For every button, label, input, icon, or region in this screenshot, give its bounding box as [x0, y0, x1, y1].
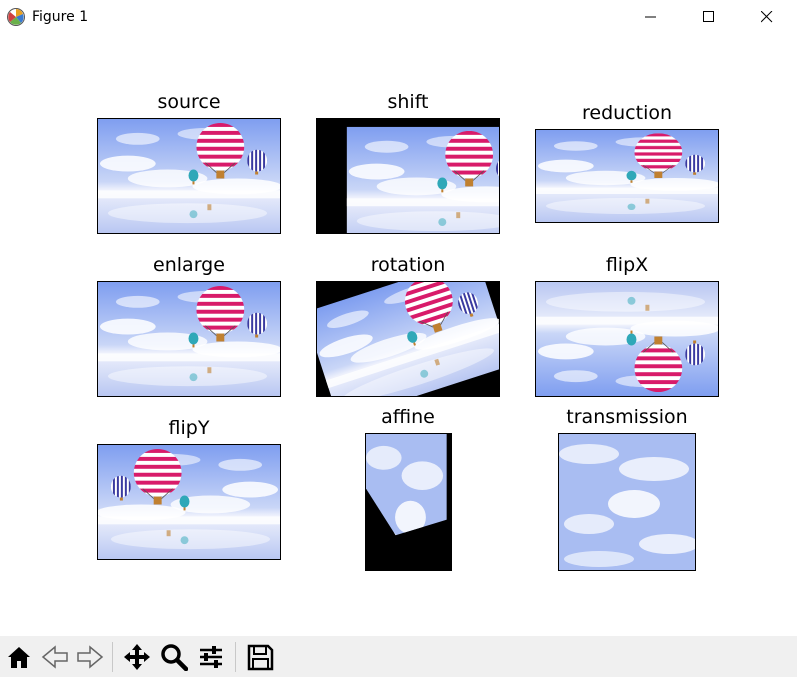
figure-canvas[interactable]: source shift reduction enlarge rotation … [0, 34, 797, 636]
subplot-title-enlarge: enlarge [153, 254, 225, 276]
home-icon [8, 647, 30, 668]
subplot-image-affine [365, 433, 452, 571]
forward-button[interactable] [74, 641, 106, 673]
window-titlebar: Figure 1 [0, 0, 797, 34]
subplot-image-source [97, 118, 281, 234]
subplot-title-reduction: reduction [581, 102, 673, 124]
back-button[interactable] [39, 641, 71, 673]
pan-button[interactable] [121, 641, 153, 673]
zoom-icon [161, 644, 188, 671]
pan-icon [124, 644, 150, 670]
subplot-title-transmission: transmission [566, 406, 688, 428]
window-title: Figure 1 [32, 9, 89, 25]
subplot-image-transmission [558, 433, 696, 571]
subplot-title-flipy: flipY [168, 417, 210, 439]
subplot-image-reduction [535, 129, 719, 223]
save-button[interactable] [244, 641, 276, 673]
matplotlib-app-icon [6, 7, 26, 27]
subplot-title-flipx: flipX [605, 254, 649, 276]
subplot-image-enlarge [97, 281, 281, 397]
subplot-image-flipy [97, 444, 281, 560]
toolbar-separator [235, 642, 236, 672]
minimize-icon [645, 16, 656, 18]
forward-icon [77, 645, 104, 669]
close-button[interactable] [744, 0, 790, 34]
subplot-image-shift [316, 118, 500, 234]
back-icon [41, 645, 68, 669]
configure-subplots-button[interactable] [195, 641, 227, 673]
navigation-toolbar [0, 636, 797, 677]
subplot-image-rotation [316, 281, 500, 397]
toolbar-separator [112, 642, 113, 672]
zoom-button[interactable] [158, 641, 190, 673]
subplot-title-rotation: rotation [370, 254, 446, 276]
subplot-title-affine: affine [381, 406, 435, 428]
close-icon [761, 11, 773, 23]
subplot-image-flipx [535, 281, 719, 397]
configure-subplots-icon [200, 646, 222, 668]
home-button[interactable] [3, 641, 35, 673]
save-icon [247, 644, 274, 671]
maximize-button[interactable] [686, 0, 732, 34]
minimize-button[interactable] [628, 0, 674, 34]
subplot-title-source: source [157, 91, 221, 113]
maximize-icon [703, 11, 714, 22]
subplot-title-shift: shift [387, 91, 429, 113]
